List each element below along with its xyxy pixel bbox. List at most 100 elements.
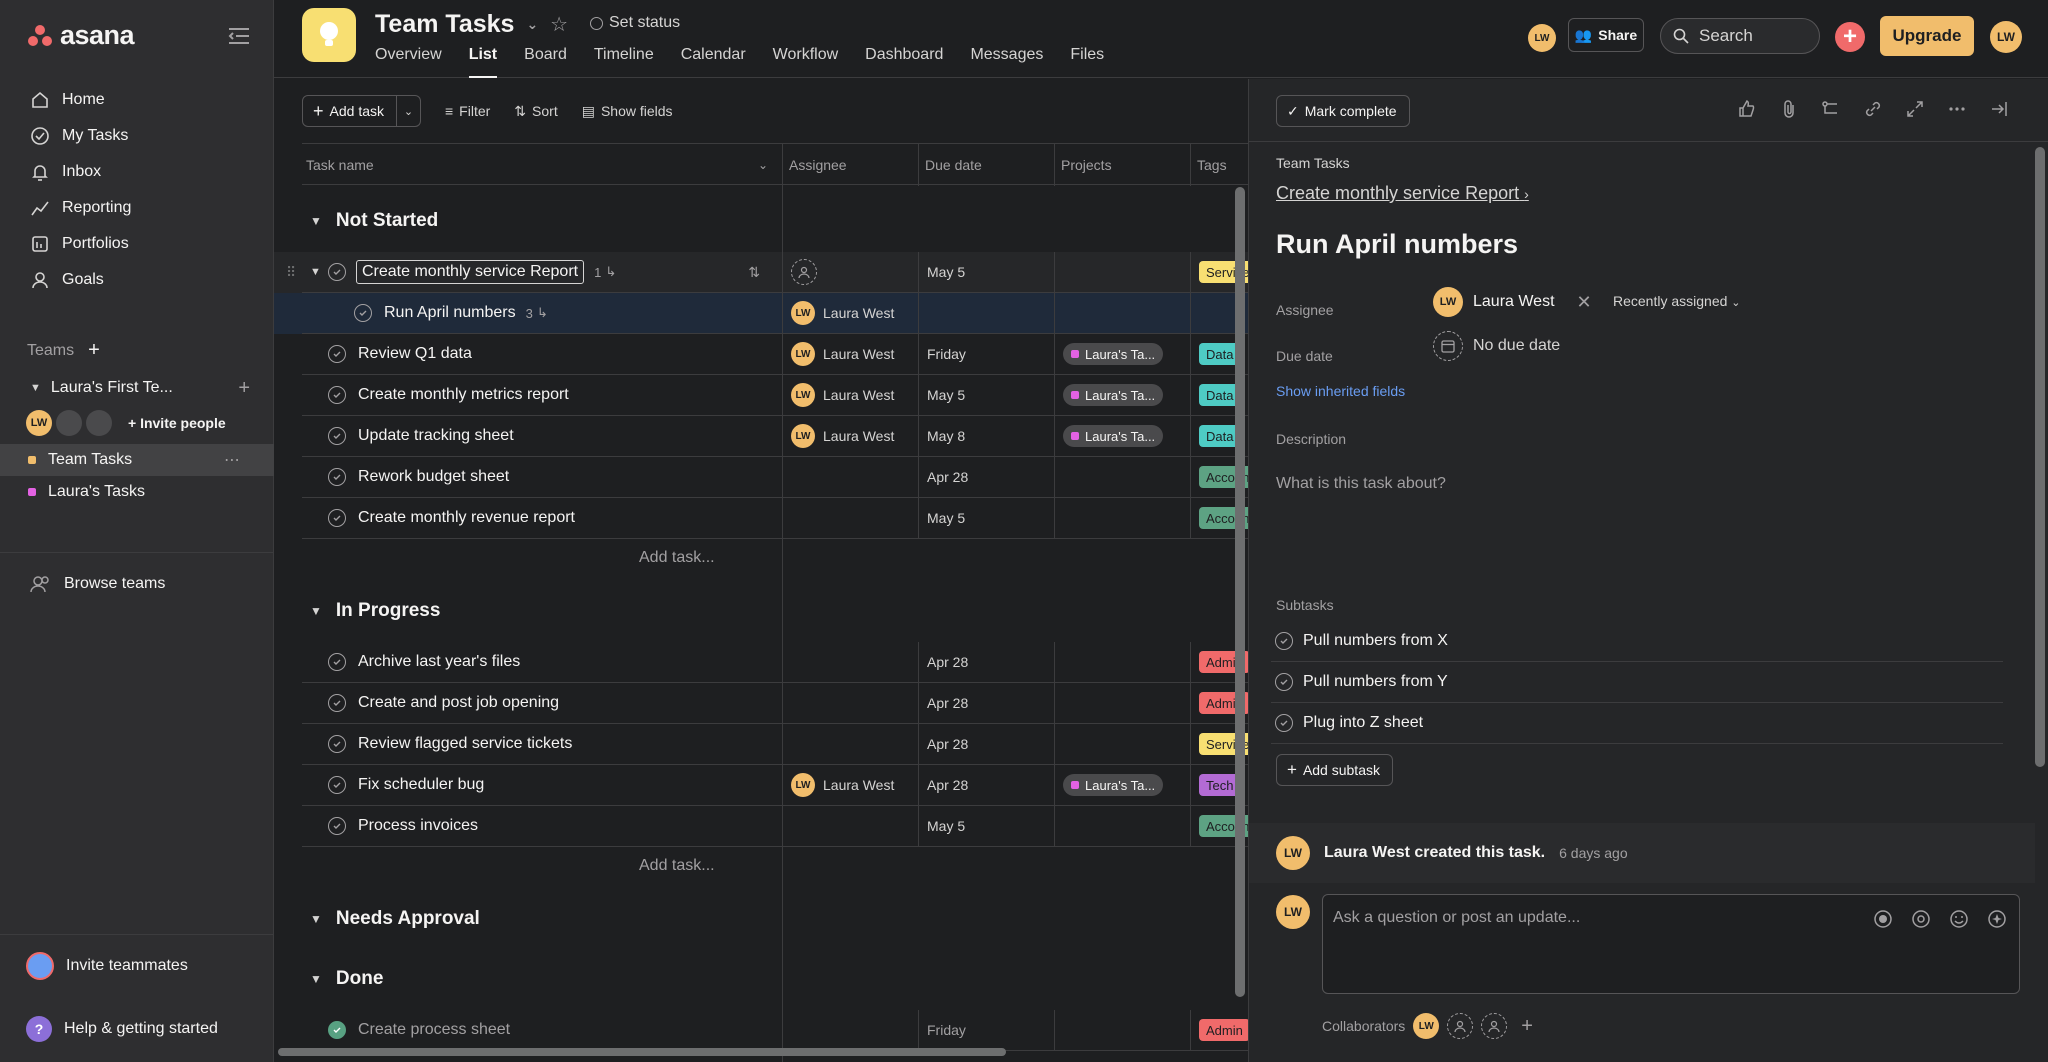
tag-badge[interactable]: Tech [1199,774,1241,796]
check-circle-icon[interactable] [328,509,346,527]
tab-workflow[interactable]: Workflow [772,46,839,63]
task-name-cell[interactable]: Run April numbers 3 ↳ [302,293,782,334]
assignee-cell[interactable]: LW Laura West [782,334,918,375]
task-title[interactable]: Run April numbers [1276,229,1519,259]
sparkle-icon[interactable] [1987,909,2007,929]
mention-icon[interactable] [1911,909,1931,929]
column-header-tags[interactable]: Tags [1190,144,1248,186]
sidebar-item-my-tasks[interactable]: My Tasks [0,118,274,154]
tab-dashboard[interactable]: Dashboard [865,46,944,63]
subtask-icon[interactable] [1821,99,1841,119]
table-row[interactable]: Update tracking sheet LW Laura West May 8 La… [274,416,1248,457]
due-date-cell[interactable] [918,293,1054,334]
chevron-down-icon[interactable]: ⌄ [526,16,539,32]
assignee-cell[interactable]: LW Laura West [782,416,918,457]
show-inherited-fields-link[interactable]: Show inherited fields [1276,383,1406,399]
projects-cell[interactable]: Laura's Ta... [1054,416,1190,457]
add-collaborator-icon[interactable] [1481,1013,1508,1039]
link-icon[interactable] [1863,99,1883,119]
tab-overview[interactable]: Overview [375,46,442,63]
assignee-cell[interactable]: LW Laura West [782,293,918,334]
task-name-cell[interactable]: Create and post job opening [302,683,782,724]
upgrade-button[interactable]: Upgrade [1880,16,1974,56]
sidebar-item-portfolios[interactable]: Portfolios [0,226,274,262]
projects-cell[interactable] [1054,1010,1190,1051]
projects-cell[interactable] [1054,457,1190,498]
check-circle-icon[interactable] [328,468,346,486]
add-subtask-button[interactable]: + Add subtask [1276,754,1393,786]
task-name-cell[interactable]: Create monthly metrics report [302,375,782,416]
sidebar-item-goals[interactable]: Goals [0,262,274,298]
due-date-cell[interactable]: May 8 [918,416,1054,457]
set-status-button[interactable]: Set status [590,14,680,32]
check-circle-icon[interactable] [1275,632,1293,650]
section-header[interactable]: ▼ Done [302,948,1248,1010]
tags-cell[interactable]: Data [1190,375,1248,416]
star-icon[interactable]: ☆ [550,14,569,36]
vertical-scrollbar[interactable] [1235,187,1245,997]
project-pill[interactable]: Laura's Ta... [1063,425,1164,447]
search-input[interactable]: Search [1660,18,1820,54]
more-icon[interactable]: ⋯ [224,452,240,469]
projects-cell[interactable]: Laura's Ta... [1054,765,1190,806]
projects-cell[interactable] [1054,252,1190,293]
project-pill[interactable]: Laura's Ta... [1063,343,1164,365]
section-header[interactable]: ▼ Needs Approval [302,888,1248,950]
task-name-cell[interactable]: Review Q1 data [302,334,782,375]
check-circle-icon[interactable] [328,386,346,404]
due-date-cell[interactable]: May 5 [918,252,1054,293]
caret-down-icon[interactable]: ▼ [310,972,322,986]
check-circle-icon[interactable] [328,817,346,835]
projects-cell[interactable] [1054,724,1190,765]
add-team-icon[interactable]: + [88,339,100,361]
expand-subtasks-icon[interactable]: ▼ [310,266,321,278]
table-row[interactable]: Fix scheduler bug LW Laura West Apr 28 Laura… [274,765,1248,806]
add-task-inline[interactable]: Add task... [639,549,715,566]
assignee-cell[interactable] [782,457,918,498]
tags-cell[interactable]: Tech [1190,765,1248,806]
avatar[interactable]: LW [1413,1013,1440,1039]
expand-icon[interactable] [1905,99,1925,119]
check-circle-icon[interactable] [328,263,346,281]
due-date-cell[interactable]: Friday [918,1010,1054,1051]
assignee-cell[interactable] [782,252,918,293]
tags-cell[interactable]: Data [1190,334,1248,375]
due-date-cell[interactable]: Friday [918,334,1054,375]
check-circle-icon[interactable] [328,345,346,363]
avatar[interactable]: LW [1276,836,1310,870]
task-name-cell[interactable]: ⠿ ▼ Create monthly service Report 1 ↳ ⇅ [286,252,782,293]
projects-cell[interactable] [1054,642,1190,683]
tag-badge[interactable]: Data [1199,384,1241,406]
projects-cell[interactable] [1054,683,1190,724]
tag-badge[interactable]: Admin [1199,1019,1248,1041]
subtask-count[interactable]: 1 ↳ [594,264,616,280]
projects-cell[interactable]: Laura's Ta... [1054,375,1190,416]
check-circle-icon[interactable] [328,735,346,753]
tab-board[interactable]: Board [524,46,567,63]
due-date-cell[interactable]: Apr 28 [918,683,1054,724]
avatar[interactable]: LW [26,410,52,436]
quick-add-button[interactable]: + [1835,22,1865,52]
check-circle-icon[interactable] [328,1021,346,1039]
check-circle-icon[interactable] [328,776,346,794]
table-row[interactable]: Review Q1 data LW Laura West Friday Laura's … [274,334,1248,375]
assignee-cell[interactable]: LW Laura West [782,765,918,806]
asana-logo[interactable]: asana [28,20,135,51]
caret-down-icon[interactable]: ▼ [310,214,322,228]
due-date-cell[interactable]: May 5 [918,498,1054,539]
table-row[interactable]: Create and post job opening Apr 28 Admin [274,683,1248,724]
section-header[interactable]: ▼ In Progress [302,580,1248,642]
projects-cell[interactable] [1054,806,1190,847]
caret-down-icon[interactable]: ▼ [30,382,41,394]
user-avatar[interactable]: LW [1990,21,2022,53]
table-row[interactable]: Run April numbers 3 ↳ LW Laura West [274,293,1248,334]
share-button[interactable]: 👥 Share [1568,18,1644,52]
tab-list[interactable]: List [468,46,498,78]
add-task-dropdown[interactable]: ⌄ [397,95,421,127]
member-avatar[interactable]: LW [1528,24,1556,52]
plus-icon[interactable]: + [1521,1014,1533,1037]
close-pane-icon[interactable] [1989,99,2009,119]
add-task-inline[interactable]: Add task... [639,857,715,874]
tab-calendar[interactable]: Calendar [680,46,746,63]
